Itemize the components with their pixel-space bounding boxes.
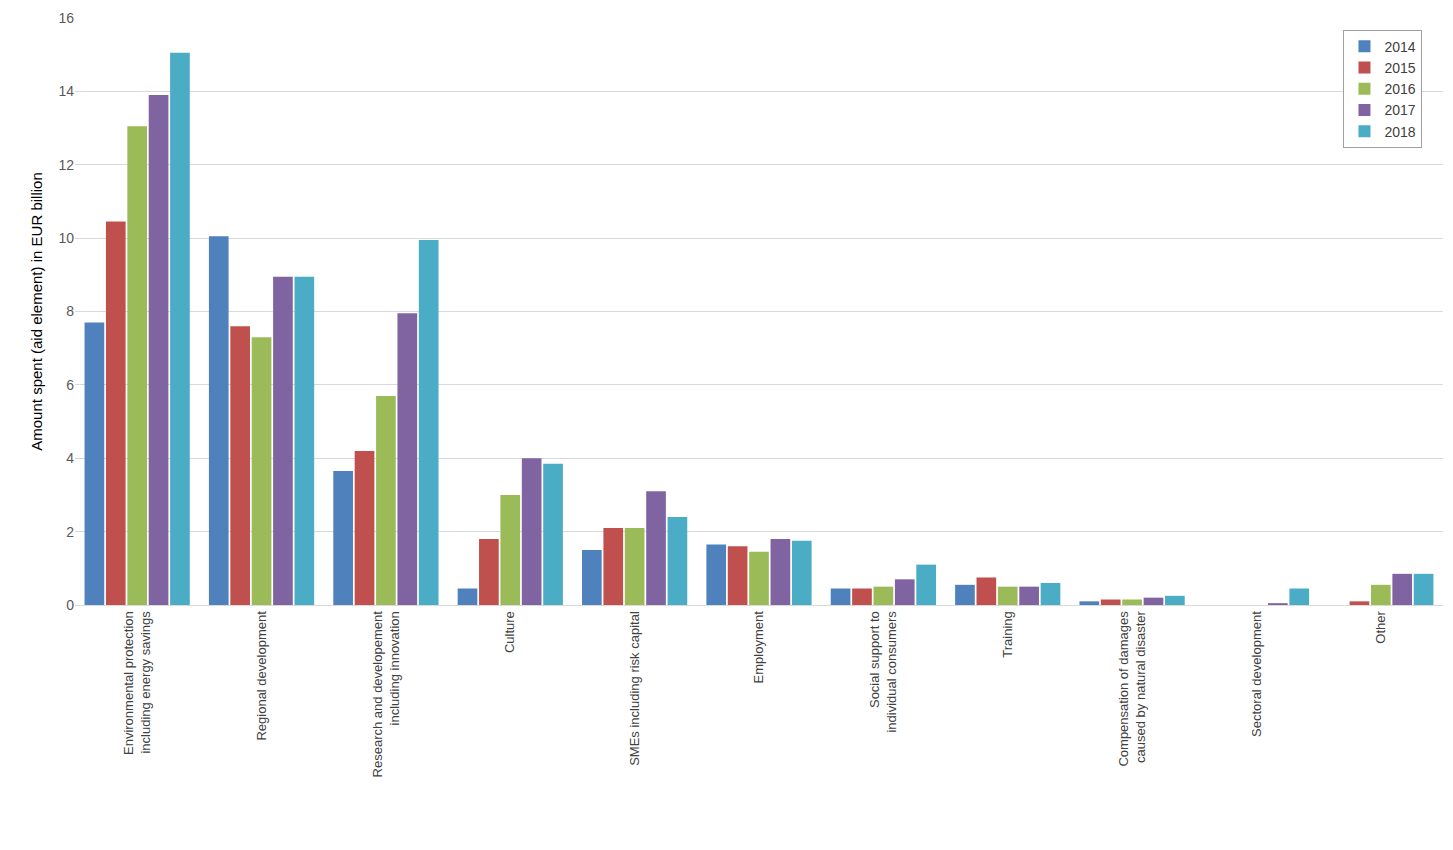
svg-text:Environmental protectioninclud: Environmental protectionincluding energy… [121, 611, 153, 755]
svg-text:Amount spent (aid element) in: Amount spent (aid element) in EUR billio… [28, 172, 45, 450]
svg-text:Regional development: Regional development [254, 611, 269, 741]
svg-text:Culture: Culture [502, 611, 517, 653]
svg-text:6: 6 [66, 377, 74, 393]
svg-text:Training: Training [1000, 611, 1015, 657]
svg-text:4: 4 [66, 450, 74, 466]
svg-text:Employment: Employment [751, 611, 766, 684]
svg-text:2017: 2017 [1384, 102, 1415, 118]
svg-text:8: 8 [66, 303, 74, 319]
svg-text:Compensation of damagescaused: Compensation of damagescaused by natural… [1116, 611, 1148, 767]
svg-text:16: 16 [58, 10, 74, 26]
svg-text:Research and developementinclu: Research and developementincluding innov… [370, 611, 402, 778]
svg-text:10: 10 [58, 230, 74, 246]
svg-text:2014: 2014 [1384, 39, 1415, 55]
svg-text:2015: 2015 [1384, 60, 1415, 76]
svg-text:2: 2 [66, 524, 74, 540]
svg-text:12: 12 [58, 157, 74, 173]
svg-text:SMEs including risk capital: SMEs including risk capital [627, 611, 642, 766]
svg-text:2016: 2016 [1384, 81, 1415, 97]
svg-text:14: 14 [58, 83, 74, 99]
svg-text:0: 0 [66, 597, 74, 613]
svg-text:2018: 2018 [1384, 124, 1415, 140]
svg-text:Sectoral development: Sectoral development [1249, 611, 1264, 737]
svg-text:Social support toindividual co: Social support toindividual consumers [867, 611, 899, 733]
svg-text:Other: Other [1373, 611, 1388, 644]
